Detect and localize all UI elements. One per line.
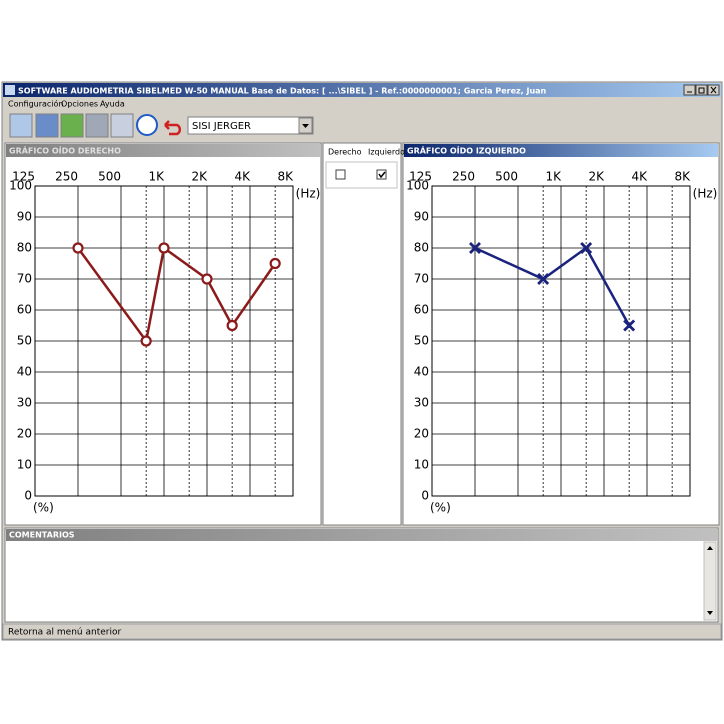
marker xyxy=(158,242,170,254)
panel-header xyxy=(404,144,718,157)
marker xyxy=(226,319,238,332)
y-tick-label: 50 xyxy=(17,334,32,348)
series-line xyxy=(76,245,277,345)
y-tick-label: 0 xyxy=(24,489,32,503)
back-button[interactable] xyxy=(164,120,182,136)
arrow-glyph xyxy=(302,124,309,128)
scrollbar[interactable] xyxy=(703,541,717,621)
y-tick-label: 40 xyxy=(17,365,32,379)
y-axis-label: (%) xyxy=(33,501,54,515)
checkbox[interactable] xyxy=(335,169,346,180)
y-tick-label: 30 xyxy=(414,396,429,410)
button-glyphs xyxy=(687,86,717,94)
comments-panel xyxy=(4,527,719,623)
status-text: Retorna al menú anterior xyxy=(8,628,121,638)
minimize[interactable] xyxy=(683,84,696,96)
checkbox-label: Izquierdo xyxy=(368,148,405,157)
x-tick-label: 8K xyxy=(674,170,691,184)
comments-title: COMENTARIOS xyxy=(9,531,75,540)
tool-button[interactable] xyxy=(85,113,109,138)
x-tick-label: 250 xyxy=(55,170,78,184)
y-tick-label: 50 xyxy=(414,334,429,348)
y-tick-label: 0 xyxy=(421,489,429,503)
y-tick-label: 70 xyxy=(414,272,429,286)
chart-title: GRÁFICO OÍDO DERECHO xyxy=(9,145,121,156)
status-bar xyxy=(2,623,722,640)
panel-header xyxy=(6,529,717,541)
y-tick-label: 30 xyxy=(17,396,32,410)
menu-item[interactable]: Opciones xyxy=(61,100,98,109)
y-tick-label: 10 xyxy=(17,458,32,472)
y-tick-label: 20 xyxy=(17,427,32,441)
marker xyxy=(140,335,152,347)
x-tick-label: 4K xyxy=(234,170,251,184)
x-tick-label: 2K xyxy=(191,170,208,184)
x-tick-label: 8K xyxy=(277,170,294,184)
x-tick-label: 125 xyxy=(12,170,35,184)
x-tick-label: 500 xyxy=(98,170,121,184)
menu-item[interactable]: Configuración xyxy=(8,99,64,109)
app-icon xyxy=(5,85,15,95)
y-tick-label: 60 xyxy=(17,303,32,317)
menu-item[interactable]: Ayuda xyxy=(100,100,125,109)
window-buttons[interactable] xyxy=(683,84,720,96)
x-tick-label: 2K xyxy=(588,170,605,184)
dropdown-value: SISI JERGER xyxy=(192,121,251,132)
y-tick-label: 100 xyxy=(406,179,429,193)
marker xyxy=(269,257,281,270)
ear-select-panel xyxy=(322,142,402,526)
maximize[interactable] xyxy=(695,84,708,96)
toolbar: SISI JERGER xyxy=(9,113,314,138)
y-tick-label: 80 xyxy=(414,241,429,255)
x-tick-label: 500 xyxy=(495,170,518,184)
y-tick-label: 70 xyxy=(17,272,32,286)
marker xyxy=(469,242,481,254)
series-line xyxy=(474,246,631,327)
test-dropdown[interactable] xyxy=(187,116,314,135)
y-tick-label: 100 xyxy=(9,179,32,193)
marker xyxy=(580,242,593,254)
marker xyxy=(72,242,84,254)
help-button[interactable] xyxy=(136,114,158,136)
y-tick-label: 80 xyxy=(17,241,32,255)
y-axis-label: (%) xyxy=(430,501,451,515)
x-tick-label: 250 xyxy=(452,170,475,184)
x-tick-label: 125 xyxy=(409,170,432,184)
chart-title: GRÁFICO OÍDO IZQUIERDO xyxy=(407,145,526,156)
x-tick-label: 1K xyxy=(148,170,165,184)
window-title: SOFTWARE AUDIOMETRIA SIBELMED W-50 MANUA… xyxy=(18,87,547,96)
x-axis-label: (Hz) xyxy=(296,187,321,201)
y-tick-label: 90 xyxy=(414,210,429,224)
marker xyxy=(537,273,550,285)
tool-button[interactable] xyxy=(9,113,33,138)
y-tick-label: 20 xyxy=(414,427,429,441)
checkbox[interactable] xyxy=(376,169,387,180)
tool-button[interactable] xyxy=(110,113,134,138)
x-tick-label: 4K xyxy=(631,170,648,184)
x-tick-label: 1K xyxy=(545,170,562,184)
y-tick-label: 40 xyxy=(414,365,429,379)
x-axis-label: (Hz) xyxy=(693,187,718,201)
checkbox-label: Derecho xyxy=(328,148,362,157)
marker xyxy=(623,319,636,332)
marker xyxy=(201,273,213,285)
y-tick-label: 60 xyxy=(414,303,429,317)
tool-button[interactable] xyxy=(60,113,84,138)
tool-button[interactable] xyxy=(35,113,59,138)
checkbox-group xyxy=(325,161,398,189)
title-bar xyxy=(3,83,721,97)
check-mark xyxy=(378,171,386,179)
panel-header xyxy=(6,144,320,157)
y-tick-label: 90 xyxy=(17,210,32,224)
y-tick-label: 10 xyxy=(414,458,429,472)
